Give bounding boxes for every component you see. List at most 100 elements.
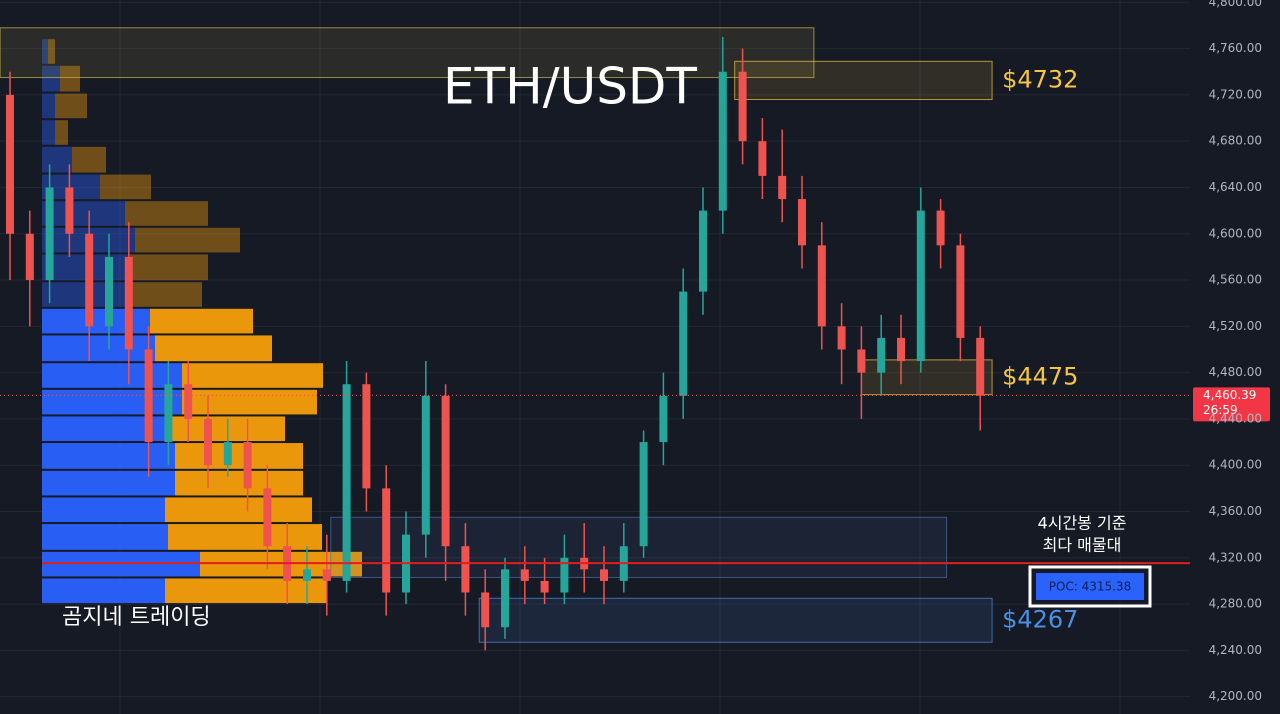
- profile-buy: [42, 363, 182, 388]
- candle-body: [817, 245, 826, 327]
- y-tick-label: 4,640.00: [1209, 180, 1262, 194]
- profile-sell: [100, 174, 151, 200]
- profile-sell: [182, 363, 323, 388]
- candle-body: [263, 488, 272, 547]
- profile-sell: [135, 227, 240, 253]
- candle-body: [956, 245, 965, 338]
- y-tick-label: 4,680.00: [1209, 134, 1262, 148]
- profile-sell: [130, 254, 208, 281]
- candle-body: [540, 580, 549, 593]
- y-tick-label: 4,280.00: [1209, 597, 1262, 611]
- y-tick-label: 4,600.00: [1209, 226, 1262, 240]
- profile-sell: [200, 551, 362, 577]
- candle-body: [243, 442, 252, 489]
- candle-body: [382, 488, 391, 593]
- profile-sell: [125, 282, 202, 307]
- annotation: 최다 매물대: [1043, 536, 1122, 555]
- candle-body: [877, 337, 886, 373]
- profile-buy: [42, 443, 175, 469]
- profile-buy: [42, 470, 175, 496]
- candle-body: [520, 569, 529, 581]
- chart-title: ETH/USDT: [443, 58, 697, 116]
- y-tick-label: 4,440.00: [1209, 411, 1262, 425]
- candle-body: [85, 233, 94, 327]
- price-tag: [1193, 387, 1270, 422]
- poc-label: POC: 4315.38: [1049, 580, 1132, 594]
- candle-body: [679, 291, 688, 396]
- profile-buy: [42, 120, 55, 145]
- profile-sell: [165, 578, 327, 604]
- candle-body: [204, 418, 212, 466]
- candle-body: [6, 94, 14, 234]
- profile-sell: [175, 470, 303, 496]
- profile-buy: [42, 308, 150, 334]
- candle-body: [223, 442, 232, 466]
- candles: [6, 37, 985, 651]
- candle-body: [25, 233, 34, 281]
- candle-body: [65, 187, 74, 234]
- candle-body: [421, 395, 430, 535]
- profile-sell: [182, 389, 317, 415]
- candle-body: [600, 569, 608, 581]
- candle-body: [738, 71, 747, 142]
- annotation: 4시간봉 기준: [1038, 514, 1127, 533]
- candle-body: [699, 210, 707, 292]
- zone-label: $4732: [1002, 65, 1078, 93]
- y-tick-label: 4,360.00: [1209, 504, 1262, 518]
- profile-buy: [42, 93, 55, 119]
- y-tick-label: 4,560.00: [1209, 273, 1262, 287]
- profile-buy: [42, 201, 125, 226]
- candle-body: [124, 256, 133, 350]
- zone-label: $4267: [1002, 605, 1078, 633]
- profile-sell: [72, 146, 106, 173]
- profile-sell: [48, 39, 55, 64]
- candle-body: [303, 569, 311, 581]
- profile-buy: [42, 578, 165, 604]
- price-tag-value: 4,460.39: [1203, 388, 1256, 402]
- profile-sell: [60, 65, 80, 92]
- profile-sell: [165, 497, 312, 523]
- candle-body: [976, 337, 985, 396]
- y-tick-label: 4,200.00: [1209, 689, 1262, 703]
- zone-label: $4475: [1002, 362, 1078, 390]
- profile-buy: [42, 146, 72, 173]
- candle-body: [461, 546, 470, 593]
- candle-body: [501, 569, 509, 628]
- candle-body: [798, 199, 806, 246]
- candle-body: [560, 557, 569, 593]
- candle-body: [837, 326, 846, 350]
- candle-body: [105, 256, 113, 327]
- candle-body: [916, 210, 925, 362]
- candle-body: [45, 187, 54, 281]
- profile-sell: [55, 120, 68, 145]
- profile-sell: [168, 524, 322, 550]
- candle-body: [659, 395, 668, 443]
- candle-body: [936, 210, 945, 246]
- candle-body: [322, 569, 331, 581]
- y-tick-label: 4,400.00: [1209, 458, 1262, 472]
- zone: [330, 516, 948, 578]
- zone: [478, 597, 993, 643]
- candle-body: [857, 349, 866, 373]
- profile-buy: [42, 497, 165, 523]
- profile-sell: [150, 308, 253, 334]
- candle-body: [639, 442, 648, 547]
- volume-profile: [42, 39, 362, 604]
- price-tag-countdown: 26:59: [1203, 403, 1238, 417]
- y-tick-label: 4,480.00: [1209, 365, 1262, 379]
- candle-body: [164, 384, 173, 443]
- zone: [734, 60, 993, 101]
- profile-buy: [42, 389, 182, 415]
- candle-body: [342, 384, 351, 581]
- candle-body: [362, 384, 371, 489]
- y-tick-label: 4,720.00: [1209, 87, 1262, 101]
- y-tick-label: 4,520.00: [1209, 319, 1262, 333]
- candle-body: [718, 71, 727, 211]
- zone: [0, 27, 815, 79]
- candle-body: [441, 395, 450, 547]
- profile-buy: [42, 551, 200, 577]
- candle-body: [758, 141, 767, 176]
- candle-body: [778, 175, 787, 200]
